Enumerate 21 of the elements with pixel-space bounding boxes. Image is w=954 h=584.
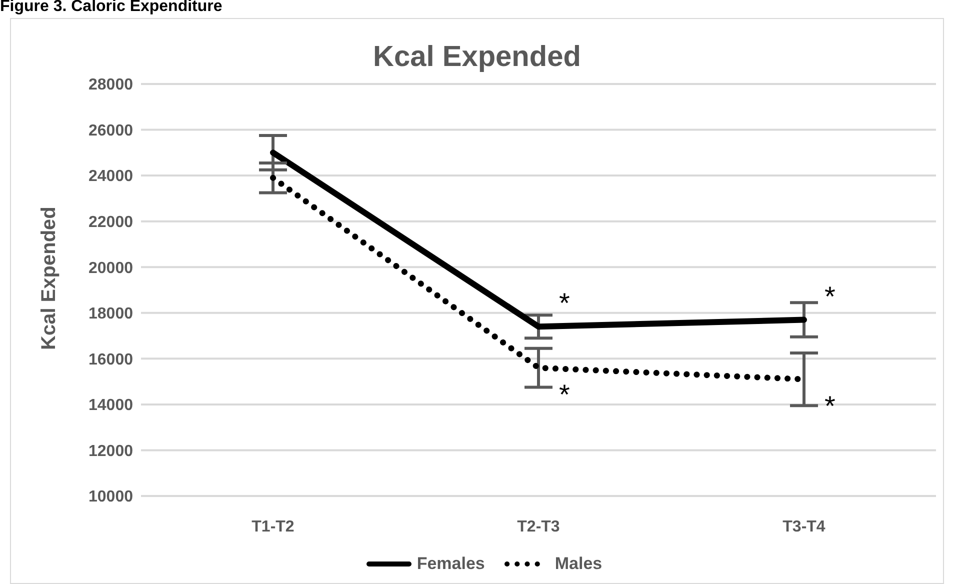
x-tick-label: T2-T3 [517,518,560,536]
annotation: * [559,288,570,319]
y-tick-label: 22000 [88,214,134,232]
x-tick-label: T1-T2 [252,518,294,536]
y-tick-label: 20000 [88,260,134,277]
y-tick-label: 24000 [88,168,134,186]
x-tick-label: T3-T4 [782,518,826,536]
chart-title: Kcal Expended [372,41,582,74]
legend-label: Females [416,554,485,574]
y-tick-label: 26000 [88,122,134,140]
y-tick-label: 12000 [88,442,134,460]
annotation: * [824,390,836,422]
annotation: * [559,378,570,410]
y-tick-label: 10000 [88,488,134,506]
annotation: * [824,280,836,312]
y-axis-title: Kcal Expended [38,206,60,350]
legend-label: Males [554,554,602,574]
y-tick-label: 16000 [88,351,134,368]
y-tick-label: 14000 [88,397,134,414]
y-tick-label: 18000 [88,306,134,323]
y-tick-label: 28000 [88,76,134,94]
